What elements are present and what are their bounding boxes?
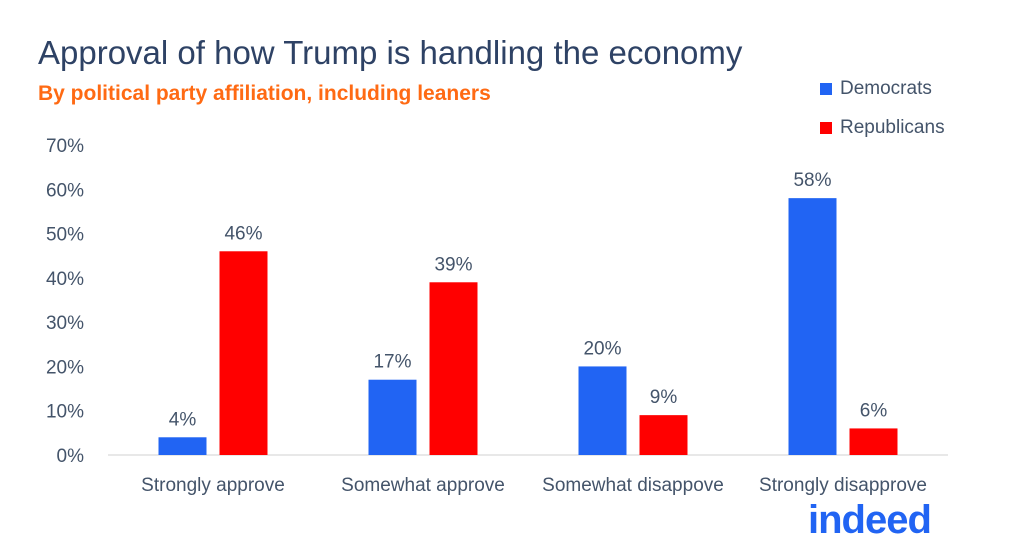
legend-label: Republicans: [840, 117, 945, 138]
bar-republicans: [639, 415, 688, 455]
data-label: 20%: [583, 338, 621, 359]
chart-title: Approval of how Trump is handling the ec…: [38, 34, 743, 71]
legend-democrats: Democrats: [820, 78, 932, 100]
x-tick-label: Somewhat approve: [341, 475, 505, 496]
data-label: 9%: [650, 387, 678, 408]
bar-democrats: [578, 366, 627, 455]
chart-subtitle: By political party affiliation, includin…: [38, 82, 491, 105]
y-tick-label: 60%: [46, 180, 84, 201]
x-tick-label: Strongly disapprove: [759, 475, 927, 496]
bar-republicans: [429, 282, 478, 455]
legend-label: Democrats: [840, 78, 932, 99]
y-tick-label: 0%: [57, 446, 85, 467]
y-tick-label: 70%: [46, 136, 84, 157]
data-label: 46%: [224, 223, 262, 244]
data-label: 39%: [434, 254, 472, 275]
x-tick-label: Strongly approve: [141, 475, 285, 496]
bar-republicans: [849, 428, 898, 455]
y-tick-label: 30%: [46, 313, 84, 334]
bar-democrats: [368, 379, 417, 455]
data-label: 6%: [860, 400, 888, 421]
legend-swatch-democrats: [820, 83, 832, 95]
bar-republicans: [219, 251, 268, 455]
bar-democrats: [158, 437, 207, 455]
y-tick-label: 40%: [46, 269, 84, 290]
data-label: 58%: [793, 170, 831, 191]
y-tick-label: 20%: [46, 357, 84, 378]
y-tick-label: 50%: [46, 225, 84, 246]
data-label: 17%: [373, 352, 411, 373]
indeed-logo: indeed: [808, 498, 932, 542]
legend-swatch-republicans: [820, 122, 832, 134]
x-tick-label: Somewhat disappove: [542, 475, 724, 496]
bar-democrats: [788, 198, 837, 455]
data-label: 4%: [169, 409, 197, 430]
y-tick-label: 10%: [46, 402, 84, 423]
legend-republicans: Republicans: [820, 117, 945, 139]
